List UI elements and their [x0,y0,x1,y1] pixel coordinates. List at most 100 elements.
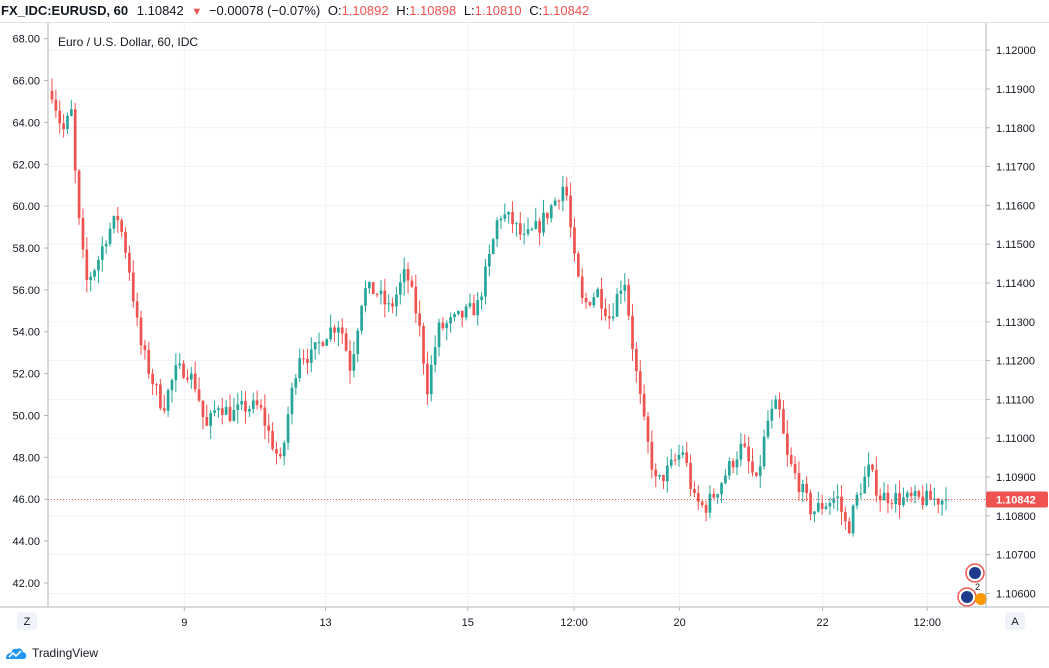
eu-flag-inner-icon [969,567,981,579]
candle-body [418,313,422,326]
candle-body [352,354,356,371]
candle-body [263,407,267,426]
tradingview-brand[interactable]: TradingView [32,646,99,660]
candle-body [936,498,940,505]
candle-body [522,233,526,235]
candle-body [124,231,127,253]
candle-body [120,220,124,232]
left-tick-label: 46.00 [12,494,40,506]
candle-body [356,330,360,355]
left-tick-label: 54.00 [12,327,40,339]
right-tick-label: 1.10900 [996,472,1036,484]
candle-body [437,322,441,348]
candle-body [139,317,143,346]
auto-scale-button-label[interactable]: A [1011,616,1019,628]
candle-body [526,229,530,234]
candle-body [844,511,847,522]
candle-body [751,461,754,473]
right-tick-label: 1.11300 [996,317,1035,329]
candle-body [921,496,925,506]
time-axis: 9 13 15 12:00 20 22 12:00 Z A [0,606,1049,630]
candle-body [534,221,538,229]
candle-body [940,500,944,505]
candle-body [108,228,112,244]
right-tick-label: 1.11400 [996,278,1035,290]
time-tick-label: 12:00 [913,617,941,629]
candle-body [565,186,569,196]
candle-body [286,414,290,443]
candle-body [646,416,650,442]
candle-body [162,408,166,411]
candle-body [259,405,263,408]
candle-body [395,294,398,307]
candle-body [317,342,321,344]
right-tick-label: 1.11000 [996,433,1035,445]
candle-body [112,216,116,229]
candle-body [484,266,487,297]
candle-body [457,310,460,314]
candle-body [909,492,913,497]
right-tick-label: 1.10800 [996,511,1036,523]
candle-body [619,290,623,294]
candle-body [724,475,727,484]
candle-body [294,378,298,388]
zoom-button[interactable] [17,612,37,630]
left-tick-label: 48.00 [12,452,40,464]
candle-body [271,430,274,450]
left-tick-label: 52.00 [12,369,40,381]
candle-body [793,463,797,474]
candle-body [635,349,638,372]
price-change: −0.00078 (−0.07%) [208,3,321,18]
high-value: 1.10898 [409,3,457,18]
right-tick-label: 1.11500 [996,239,1035,251]
candle-body [77,170,81,218]
price-chart[interactable]: 2 68.00 66.00 64.00 62.00 60.00 58.00 56.00 54.… [0,23,1049,637]
candle-body [762,436,766,467]
candle-body [677,454,681,460]
candle-body [905,492,909,498]
candle-body [476,300,480,316]
candle-body [340,327,344,334]
last-price-badge [986,491,1048,508]
candle-body [538,221,541,233]
symbol-label[interactable]: FX_IDC:EURUSD, 60 [1,3,129,18]
candle-body [495,220,499,240]
left-tick-label: 42.00 [12,578,40,590]
tradingview-logo-icon [6,648,27,659]
candle-body [104,243,108,247]
candle-body [542,212,545,233]
candle-body [650,441,654,470]
candle-body [364,288,367,306]
candle-body [371,282,375,294]
event-flags[interactable]: 2 [957,563,987,607]
candle-body [282,442,286,457]
right-tick-label: 1.11200 [996,356,1035,368]
zoom-button-label[interactable]: Z [24,616,31,628]
auto-scale-button[interactable] [1005,612,1025,630]
candle-body [487,253,491,267]
candle-body [472,303,476,316]
last-price-label: 1.10842 [996,495,1036,507]
left-tick-label: 68.00 [12,34,40,46]
candle-body [232,409,236,422]
candle-body [700,501,704,506]
candle-body [66,115,69,129]
candle-body [925,490,928,506]
candle-body [805,483,809,493]
candle-body [128,252,131,273]
candle-body [704,505,708,513]
candle-body [441,322,445,329]
candle-body [727,461,731,476]
candle-body [402,269,406,283]
candle-body [735,459,739,468]
candle-body [855,494,859,506]
candle-body [770,408,774,421]
candle-body [383,290,387,305]
candle-body [73,109,77,171]
candle-body [205,417,209,426]
low-value: 1.10810 [474,3,522,18]
chart-pane[interactable]: 2 68.00 66.00 64.00 62.00 60.00 58.00 56.00 54.… [0,22,1049,636]
right-tick-label: 1.11100 [996,394,1034,406]
candle-body [549,205,553,219]
candle-body [518,223,522,235]
